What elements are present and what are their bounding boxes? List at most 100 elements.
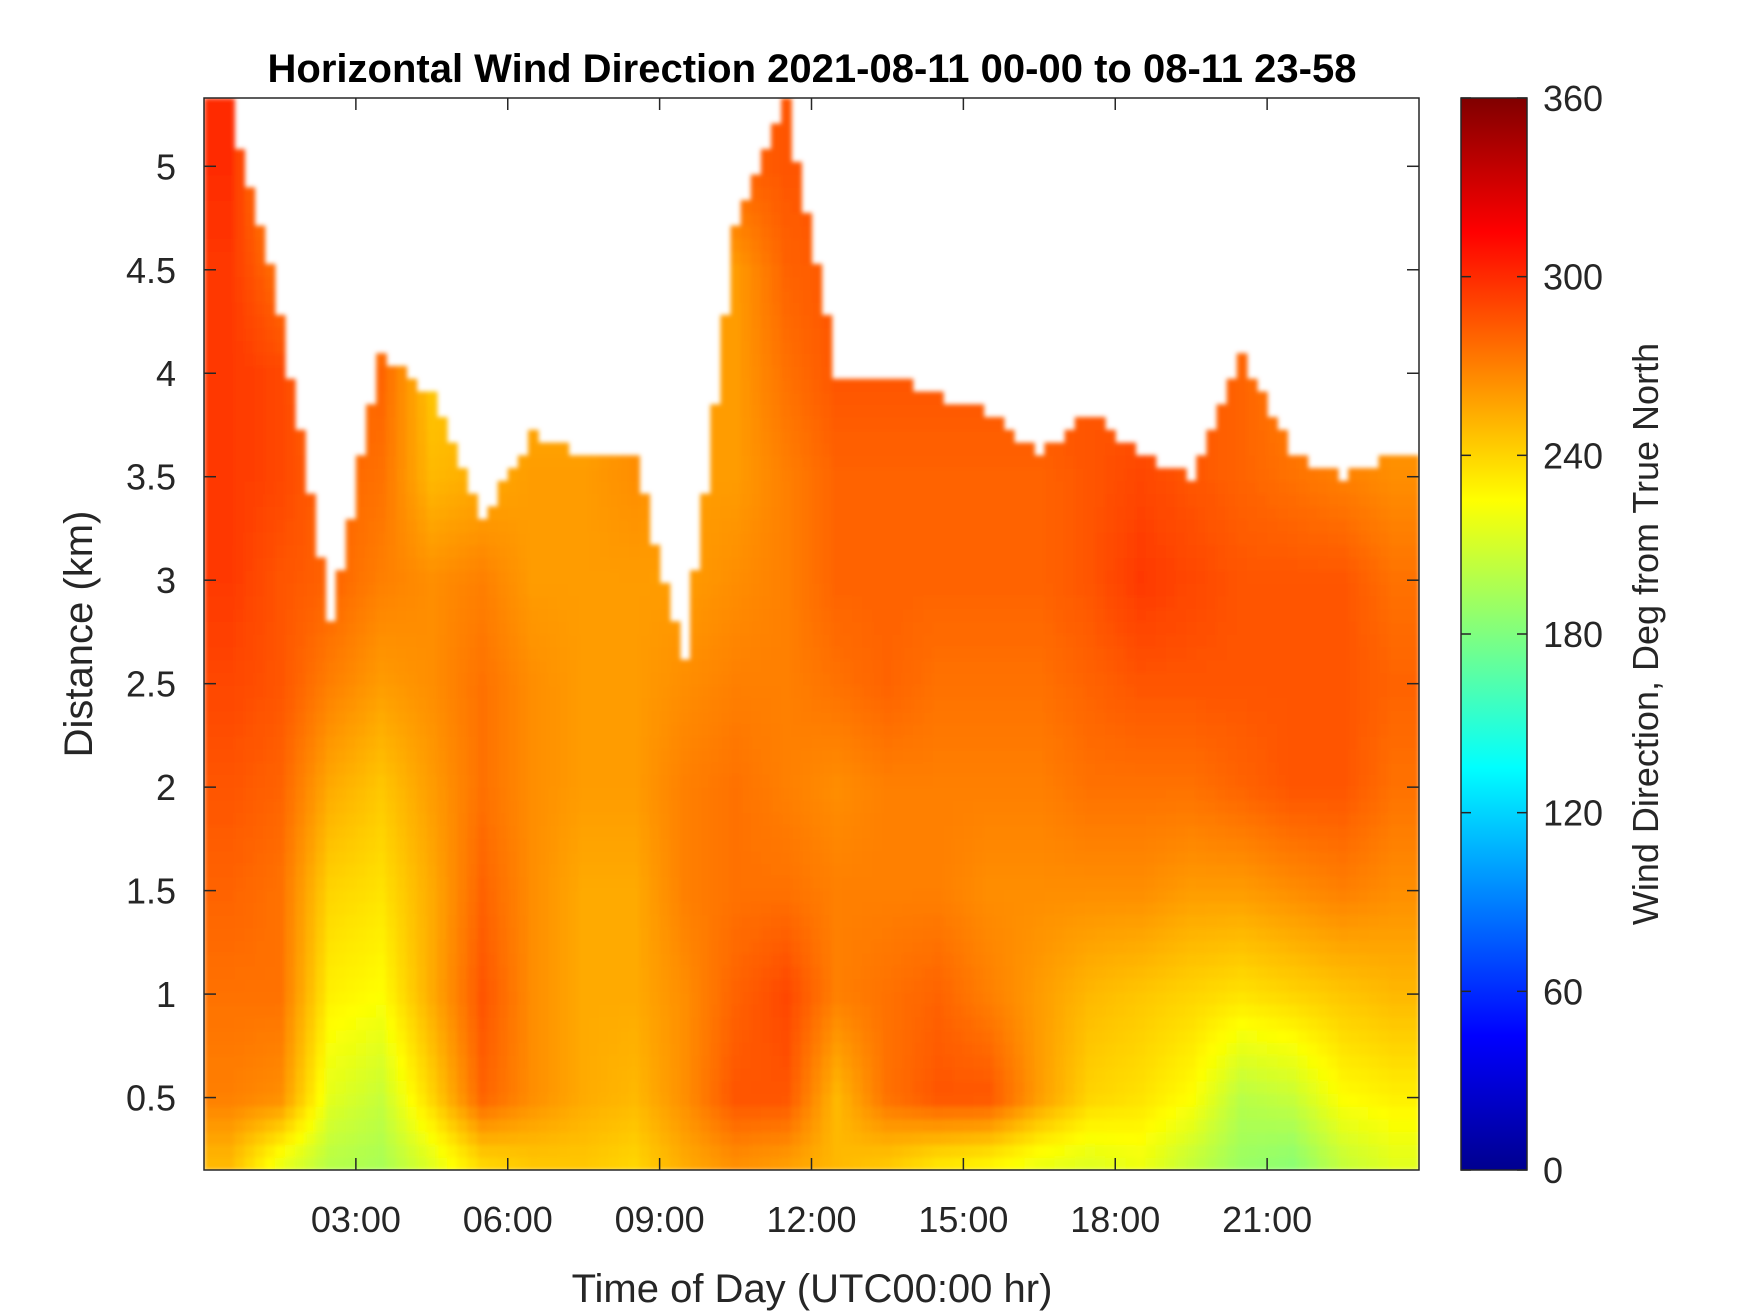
heatmap-cell [426,646,438,661]
heatmap-cell [912,659,924,673]
heatmap-cell [943,991,954,1005]
heatmap-cell [740,442,752,456]
heatmap-cell [376,570,387,584]
heatmap-cell [376,863,387,878]
heatmap-cell [305,685,316,699]
heatmap-cell [497,1118,509,1133]
heatmap-cell [264,340,276,354]
heatmap-cell [659,723,671,737]
heatmap-cell [791,799,802,814]
heatmap-cell [983,1118,995,1133]
heatmap-cell [760,174,772,188]
heatmap-cell [750,1093,762,1107]
heatmap-cell [366,889,377,903]
heatmap-cell [933,493,944,507]
heatmap-cell [740,902,752,916]
heatmap-cell [214,991,225,1005]
heatmap-cell [700,582,711,597]
heatmap-cell [953,582,964,597]
heatmap-cell [720,1016,732,1031]
heatmap-cell [366,1029,377,1043]
heatmap-cell [457,557,468,571]
heatmap-cell [285,1004,296,1018]
heatmap-cell [1024,863,1035,878]
heatmap-cell [406,531,418,546]
heatmap-cell [244,723,256,737]
heatmap-cell [983,506,995,520]
heatmap-cell [204,1157,215,1170]
heatmap-cell [781,136,792,150]
heatmap-cell [882,531,894,546]
heatmap-cell [852,685,863,699]
heatmap-cell [204,110,215,125]
heatmap-cell [791,646,802,661]
heatmap-cell [285,455,296,469]
heatmap-cell [568,634,580,648]
heatmap-cell [214,927,225,941]
heatmap-cell [416,429,428,444]
heatmap-cell [204,825,215,839]
heatmap-cell [872,672,883,686]
heatmap-cell [355,799,367,814]
heatmap-cell [366,1042,377,1056]
heatmap-cell [204,787,215,801]
heatmap-cell [933,697,944,712]
heatmap-cell [406,685,418,699]
heatmap-cell [457,608,468,622]
heatmap-cell [457,838,468,852]
heatmap-cell [254,940,266,954]
heatmap-cell [993,570,1005,584]
heatmap-cell [609,1016,620,1031]
heatmap-cell [609,659,620,673]
heatmap-cell [791,582,802,597]
heatmap-cell [264,276,276,291]
heatmap-cell [781,1067,792,1082]
heatmap-cell [629,838,640,852]
heatmap-cell [345,787,357,801]
heatmap-cell [507,940,519,954]
heatmap-cell [882,953,894,967]
heatmap-cell [355,838,367,852]
heatmap-cell [841,1067,853,1082]
heatmap-cell [457,570,468,584]
heatmap-cell [993,863,1005,878]
heatmap-cell [335,1016,347,1031]
heatmap-cell [841,429,853,444]
heatmap-cell [700,595,711,610]
heatmap-cell [720,595,732,610]
heatmap-cell [791,978,802,992]
heatmap-cell [679,914,691,929]
heatmap-cell [386,927,397,941]
heatmap-cell [892,799,904,814]
heatmap-cell [335,659,347,673]
heatmap-cell [285,825,296,839]
heatmap-cell [355,1029,367,1043]
heatmap-cell [922,429,934,444]
heatmap-cell [791,1131,802,1146]
heatmap-cell [892,429,904,444]
heatmap-cell [568,838,580,852]
heatmap-cell [264,838,276,852]
heatmap-cell [386,531,397,546]
heatmap-cell [872,570,883,584]
heatmap-cell [1003,1106,1015,1120]
heatmap-cell [295,812,306,827]
heatmap-cell [791,761,802,775]
heatmap-cell [528,519,539,533]
heatmap-cell [538,1067,549,1082]
heatmap-cell [386,1055,397,1069]
heatmap-cell [396,442,408,456]
heatmap-cell [436,1067,448,1082]
heatmap-cell [882,965,894,980]
heatmap-cell [781,748,792,763]
heatmap-cell [629,455,640,469]
heatmap-cell [690,672,701,686]
heatmap-cell [953,685,964,699]
heatmap-cell [315,902,327,916]
heatmap-cell [760,429,772,444]
heatmap-cell [598,1004,610,1018]
heatmap-cell [295,863,306,878]
heatmap-cell [669,1042,681,1056]
heatmap-cell [862,1055,873,1069]
heatmap-cell [517,914,529,929]
